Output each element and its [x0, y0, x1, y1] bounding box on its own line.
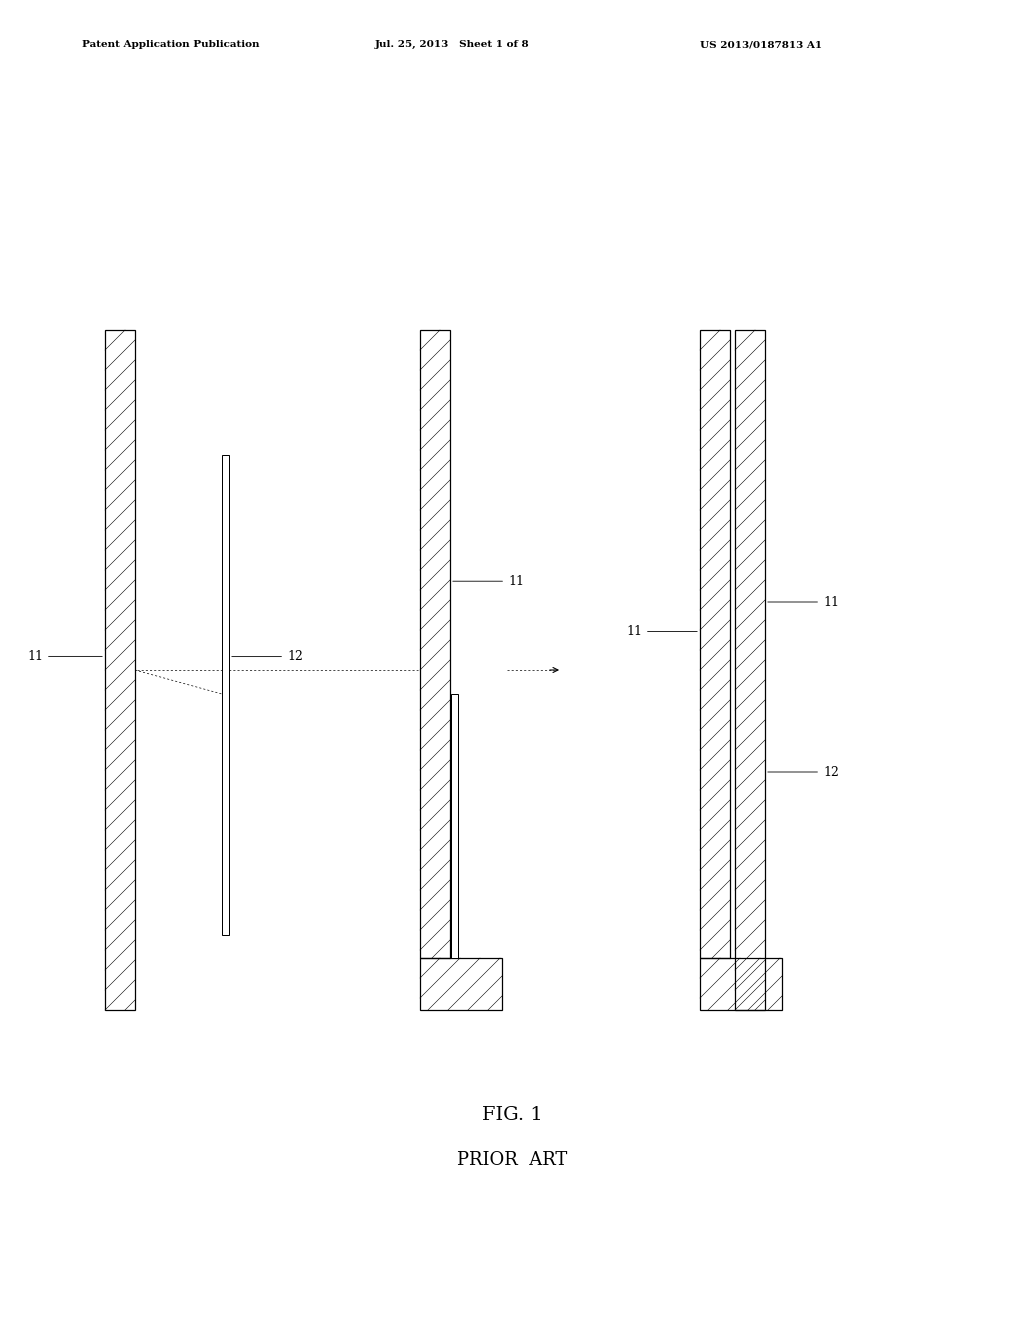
Text: 11: 11: [768, 595, 839, 609]
Bar: [420, 330, 450, 958]
Text: PRIOR  ART: PRIOR ART: [457, 1151, 567, 1170]
Text: FIG. 1: FIG. 1: [481, 1106, 543, 1125]
Text: Jul. 25, 2013   Sheet 1 of 8: Jul. 25, 2013 Sheet 1 of 8: [375, 40, 529, 49]
Bar: [735, 330, 765, 1010]
Bar: [451, 694, 458, 958]
Bar: [420, 330, 450, 958]
Bar: [700, 330, 730, 958]
Bar: [222, 455, 229, 935]
Bar: [735, 330, 765, 1010]
Bar: [105, 330, 135, 1010]
Text: 11: 11: [453, 574, 524, 587]
Text: 12: 12: [231, 649, 303, 663]
Text: Patent Application Publication: Patent Application Publication: [82, 40, 259, 49]
Bar: [700, 958, 782, 1010]
Bar: [420, 958, 502, 1010]
Text: US 2013/0187813 A1: US 2013/0187813 A1: [700, 40, 822, 49]
Bar: [420, 958, 502, 1010]
Text: 12: 12: [768, 766, 839, 779]
Bar: [700, 330, 730, 958]
Text: 11: 11: [626, 624, 697, 638]
Bar: [105, 330, 135, 1010]
Text: 11: 11: [27, 649, 102, 663]
Bar: [700, 958, 782, 1010]
